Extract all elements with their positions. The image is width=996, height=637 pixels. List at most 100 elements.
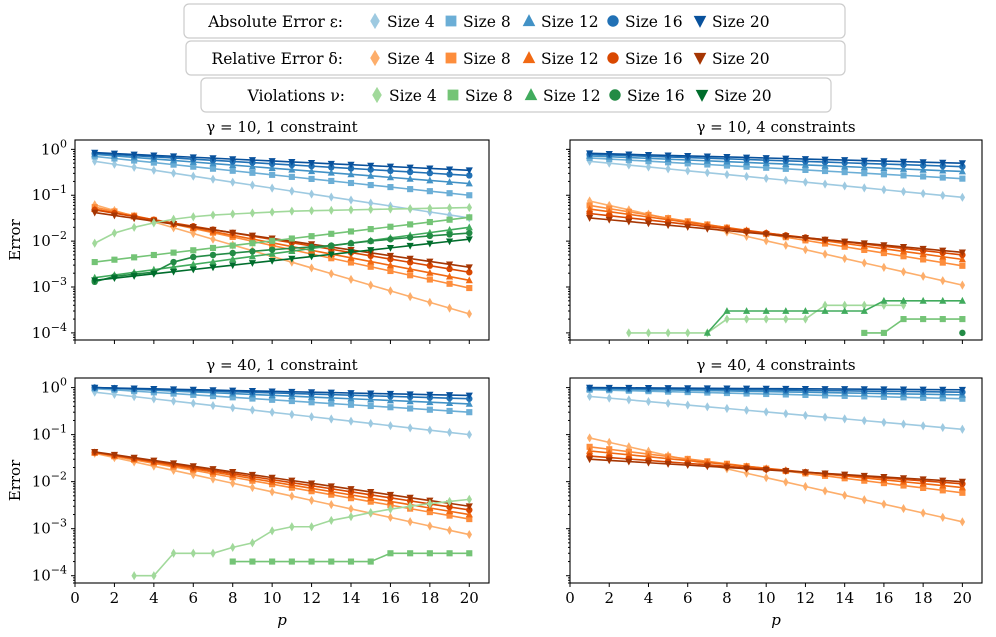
data-point bbox=[665, 159, 672, 166]
data-point bbox=[347, 239, 355, 247]
data-point bbox=[939, 174, 946, 181]
data-point bbox=[189, 224, 197, 231]
data-point bbox=[407, 292, 413, 302]
data-point bbox=[209, 251, 217, 259]
data-point bbox=[190, 171, 197, 181]
data-point bbox=[347, 486, 355, 493]
data-point bbox=[586, 456, 594, 464]
data-point bbox=[959, 329, 966, 337]
x-tick-label: 2 bbox=[604, 589, 614, 607]
data-point bbox=[664, 461, 672, 468]
data-point bbox=[841, 243, 848, 250]
data-point bbox=[664, 152, 672, 160]
data-point bbox=[466, 494, 473, 504]
legend-entry: Size 16 bbox=[625, 50, 683, 68]
data-point bbox=[210, 400, 216, 411]
data-point bbox=[466, 309, 473, 319]
legend-entry: Size 12 bbox=[541, 13, 599, 31]
data-point bbox=[841, 162, 849, 170]
data-point bbox=[880, 250, 887, 257]
data-point bbox=[466, 516, 473, 523]
series-line bbox=[864, 318, 963, 334]
data-point bbox=[308, 263, 315, 273]
data-point bbox=[900, 253, 907, 260]
data-point bbox=[723, 162, 731, 169]
data-point bbox=[880, 296, 888, 304]
data-point bbox=[841, 471, 849, 479]
data-point bbox=[446, 238, 454, 246]
data-point bbox=[782, 307, 790, 314]
data-point bbox=[229, 387, 237, 395]
data-point bbox=[881, 185, 887, 195]
data-point bbox=[861, 183, 868, 193]
data-point bbox=[308, 495, 315, 505]
data-point bbox=[605, 207, 613, 215]
legend-marker-circle bbox=[609, 89, 621, 101]
data-point bbox=[801, 385, 809, 393]
series-line bbox=[94, 226, 470, 279]
data-point bbox=[684, 400, 691, 410]
data-point bbox=[209, 226, 217, 234]
legend-row-blue: Absolute Error ε: Size 4 Size 8 Size 12 Size… bbox=[183, 3, 846, 39]
data-point bbox=[880, 164, 888, 172]
data-point bbox=[841, 392, 848, 399]
data-point bbox=[782, 468, 790, 475]
data-point bbox=[209, 466, 217, 473]
data-point bbox=[386, 396, 394, 404]
data-point bbox=[229, 229, 237, 237]
data-point bbox=[939, 159, 947, 167]
data-point bbox=[802, 481, 809, 492]
data-point bbox=[387, 223, 394, 230]
data-point bbox=[170, 460, 178, 468]
data-point bbox=[367, 498, 374, 505]
x-tick-label: 6 bbox=[683, 589, 693, 607]
data-point bbox=[703, 385, 711, 393]
data-point bbox=[249, 538, 256, 548]
data-point bbox=[151, 218, 157, 228]
data-point bbox=[426, 232, 434, 240]
data-point bbox=[939, 487, 946, 494]
series-line bbox=[94, 209, 470, 274]
legend-entry: Size 8 bbox=[463, 50, 511, 68]
data-point bbox=[406, 397, 414, 405]
data-point bbox=[466, 550, 473, 557]
data-point bbox=[625, 218, 633, 226]
data-point bbox=[446, 512, 453, 519]
series-line bbox=[589, 437, 963, 523]
data-point bbox=[446, 226, 454, 233]
data-point bbox=[209, 264, 217, 272]
x-tick-label: 8 bbox=[722, 589, 732, 607]
data-point bbox=[328, 414, 335, 424]
data-point bbox=[665, 398, 671, 408]
data-point bbox=[684, 385, 692, 393]
data-point bbox=[387, 550, 394, 557]
data-point bbox=[465, 223, 473, 231]
data-point bbox=[861, 170, 868, 177]
data-point bbox=[229, 255, 237, 262]
legend: Absolute Error ε: Size 4 Size 8 Size 12 Size… bbox=[183, 3, 846, 113]
legend-marker-diamond bbox=[370, 12, 380, 30]
data-point bbox=[626, 395, 632, 405]
data-point bbox=[111, 256, 118, 263]
data-point bbox=[348, 416, 354, 426]
data-point bbox=[861, 416, 868, 426]
data-point bbox=[605, 448, 613, 456]
data-point bbox=[130, 454, 138, 462]
data-point bbox=[939, 296, 947, 304]
data-point bbox=[386, 244, 394, 252]
data-point bbox=[367, 181, 374, 189]
data-point bbox=[920, 173, 927, 180]
data-point bbox=[466, 214, 473, 221]
data-point bbox=[387, 421, 394, 431]
data-point bbox=[920, 188, 926, 199]
data-point bbox=[465, 510, 473, 518]
data-point bbox=[229, 249, 236, 257]
data-point bbox=[743, 163, 750, 170]
data-point bbox=[626, 328, 632, 338]
data-point bbox=[880, 158, 888, 166]
data-point bbox=[308, 480, 316, 488]
data-point bbox=[822, 249, 828, 259]
data-point bbox=[229, 156, 237, 164]
data-point bbox=[170, 161, 177, 168]
data-point bbox=[939, 259, 946, 266]
